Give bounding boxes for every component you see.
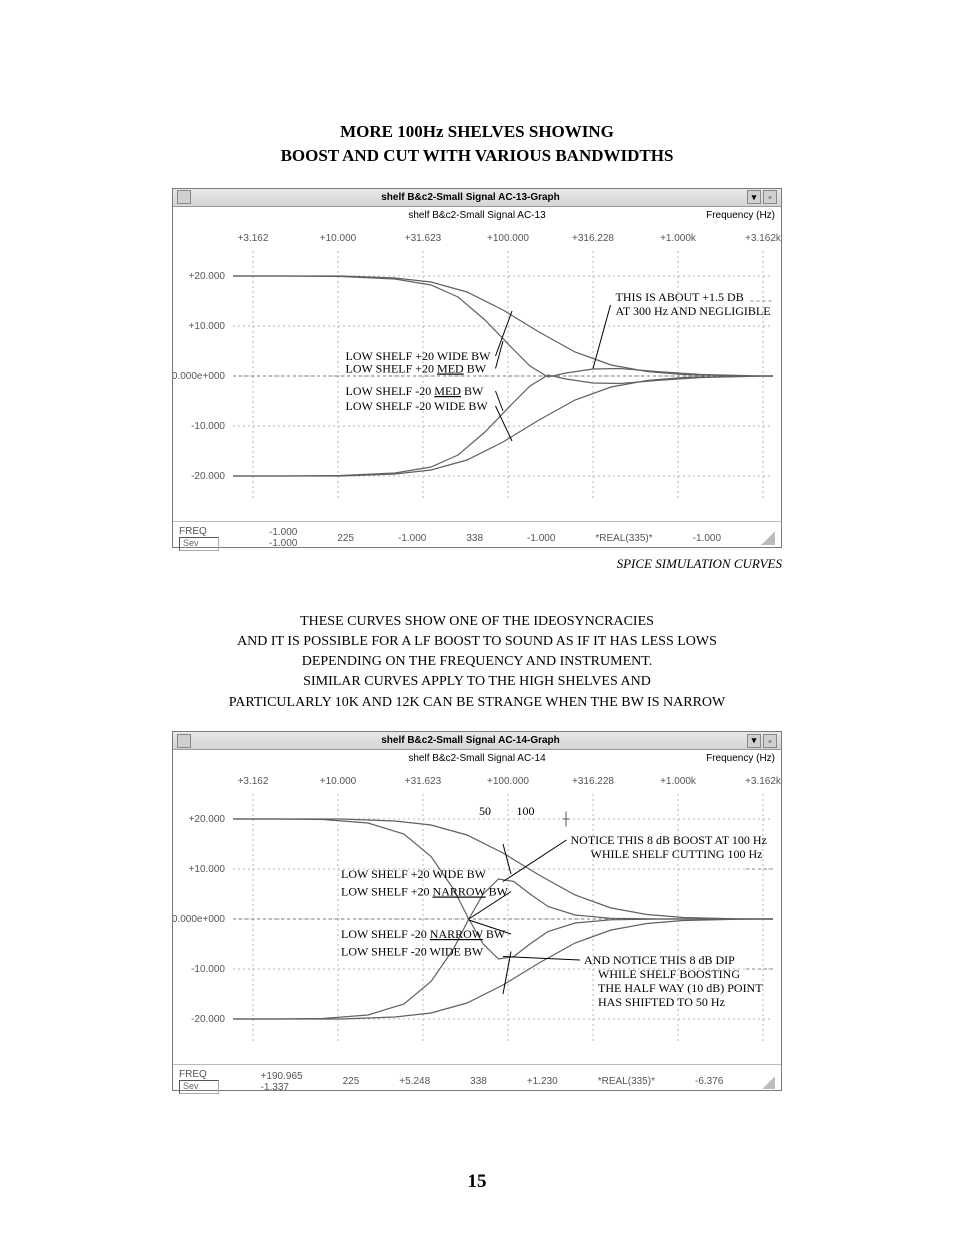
footer-cell: 225 xyxy=(343,1076,360,1087)
plot-area-2: shelf B&c2-Small Signal AC-14 Frequency … xyxy=(173,750,781,1090)
page-title: MORE 100Hz SHELVES SHOWING BOOST AND CUT… xyxy=(90,120,864,168)
svg-text:LOW SHELF -20 WIDE BW: LOW SHELF -20 WIDE BW xyxy=(341,945,484,959)
svg-text:-10.000: -10.000 xyxy=(191,964,225,975)
footer-cell: +5.248 xyxy=(399,1076,430,1087)
svg-text:50: 50 xyxy=(479,804,491,818)
window-icon xyxy=(177,734,191,748)
footer-cell: -1.000 xyxy=(398,533,426,544)
svg-text:+10.000: +10.000 xyxy=(320,776,357,787)
footer-cell: 338 xyxy=(466,533,487,544)
page-number: 15 xyxy=(90,1171,864,1193)
footer-cell: *REAL(335)* xyxy=(595,533,652,544)
svg-text:100: 100 xyxy=(517,804,535,818)
svg-text:AT 300 Hz AND NEGLIGIBLE: AT 300 Hz AND NEGLIGIBLE xyxy=(616,304,771,318)
svg-text:-10.000: -10.000 xyxy=(191,421,225,432)
svg-text:+10.000: +10.000 xyxy=(320,233,357,244)
plot-yunit-1: Frequency (Hz) xyxy=(706,210,775,221)
footer-row-2: FREQ Sev +190.965 -1.337 225 +5.248 338 … xyxy=(173,1064,781,1098)
footer-inset[interactable]: Sev xyxy=(179,537,219,551)
svg-text:+1.000k: +1.000k xyxy=(660,233,697,244)
svg-text:+3.162: +3.162 xyxy=(238,233,269,244)
plot-area-1: shelf B&c2-Small Signal AC-13 Frequency … xyxy=(173,207,781,547)
svg-text:+20.000: +20.000 xyxy=(189,814,226,825)
footer-cell: -1.000 xyxy=(527,533,555,544)
window-title-2: shelf B&c2-Small Signal AC-14-Graph xyxy=(195,735,746,746)
footer-label: FREQ xyxy=(179,526,229,537)
svg-text:+100.000: +100.000 xyxy=(487,776,529,787)
footer-cell: 338 xyxy=(470,1076,487,1087)
svg-text:+316.228: +316.228 xyxy=(572,776,614,787)
svg-text:+0.000e+000: +0.000e+000 xyxy=(173,371,225,382)
footer-cell: +1.230 xyxy=(527,1076,558,1087)
svg-text:+1.000k: +1.000k xyxy=(660,776,697,787)
titlebar-1: shelf B&c2-Small Signal AC-13-Graph ▾ ▫ xyxy=(173,189,781,207)
resize-corner-icon[interactable] xyxy=(763,1075,775,1089)
title-line-1: MORE 100Hz SHELVES SHOWING xyxy=(340,122,614,141)
svg-text:LOW SHELF -20 WIDE BW: LOW SHELF -20 WIDE BW xyxy=(346,399,489,413)
svg-text:+10.000: +10.000 xyxy=(189,864,226,875)
svg-text:LOW SHELF +20 MED BW: LOW SHELF +20 MED BW xyxy=(346,361,487,375)
svg-text:WHILE SHELF BOOSTING: WHILE SHELF BOOSTING xyxy=(598,967,740,981)
svg-text:LOW SHELF +20 NARROW BW: LOW SHELF +20 NARROW BW xyxy=(341,885,509,899)
svg-text:LOW SHELF -20 MED BW: LOW SHELF -20 MED BW xyxy=(346,384,484,398)
footer-row-1: FREQ Sev -1.000 -1.000 225 -1.000 338 -1… xyxy=(173,521,781,555)
resize-corner-icon[interactable] xyxy=(761,531,775,545)
svg-text:+3.162: +3.162 xyxy=(238,776,269,787)
svg-text:AND NOTICE THIS 8 dB DIP: AND NOTICE THIS 8 dB DIP xyxy=(584,953,735,967)
footer-cell: -1.000 xyxy=(269,538,297,549)
mid-line: AND IT IS POSSIBLE FOR A LF BOOST TO SOU… xyxy=(237,634,717,649)
svg-text:LOW SHELF +20 WIDE BW: LOW SHELF +20 WIDE BW xyxy=(341,867,487,881)
plot-yunit-2: Frequency (Hz) xyxy=(706,753,775,764)
graph-window-2: shelf B&c2-Small Signal AC-14-Graph ▾ ▫ … xyxy=(172,731,782,1091)
footer-label: FREQ xyxy=(179,1069,221,1080)
graph-window-1: shelf B&c2-Small Signal AC-13-Graph ▾ ▫ … xyxy=(172,188,782,548)
svg-text:-20.000: -20.000 xyxy=(191,471,225,482)
window-title-1: shelf B&c2-Small Signal AC-13-Graph xyxy=(195,192,746,203)
svg-text:+31.623: +31.623 xyxy=(405,233,442,244)
footer-cell: +190.965 xyxy=(261,1071,303,1082)
minimize-icon[interactable]: ▾ xyxy=(747,734,761,748)
mid-paragraph: THESE CURVES SHOW ONE OF THE IDEOSYNCRAC… xyxy=(90,612,864,713)
footer-cell: -1.000 xyxy=(269,527,297,538)
svg-text:+10.000: +10.000 xyxy=(189,321,226,332)
footer-cell: -1.337 xyxy=(261,1082,303,1093)
window-icon xyxy=(177,190,191,204)
svg-text:WHILE SHELF CUTTING 100 Hz: WHILE SHELF CUTTING 100 Hz xyxy=(591,847,763,861)
mid-line: DEPENDING ON THE FREQUENCY AND INSTRUMEN… xyxy=(302,654,653,669)
svg-text:LOW SHELF -20 NARROW BW: LOW SHELF -20 NARROW BW xyxy=(341,927,506,941)
caption-spice: SPICE SIMULATION CURVES xyxy=(172,556,782,572)
svg-text:+3.162k: +3.162k xyxy=(745,233,781,244)
svg-text:+3.162k: +3.162k xyxy=(745,776,781,787)
maximize-icon[interactable]: ▫ xyxy=(763,190,777,204)
titlebar-2: shelf B&c2-Small Signal AC-14-Graph ▾ ▫ xyxy=(173,732,781,750)
svg-text:THIS IS ABOUT +1.5 DB: THIS IS ABOUT +1.5 DB xyxy=(616,290,744,304)
footer-cell: -1.000 xyxy=(693,533,721,544)
svg-text:+31.623: +31.623 xyxy=(405,776,442,787)
mid-line: PARTICULARLY 10K AND 12K CAN BE STRANGE … xyxy=(229,695,725,710)
title-line-2: BOOST AND CUT WITH VARIOUS BANDWIDTHS xyxy=(281,146,674,165)
mid-line: THESE CURVES SHOW ONE OF THE IDEOSYNCRAC… xyxy=(300,614,654,629)
svg-text:NOTICE THIS 8 dB BOOST AT 100: NOTICE THIS 8 dB BOOST AT 100 Hz xyxy=(571,833,767,847)
chart-svg-2: +3.162 +10.000 +31.623 +100.000 +316.228 +1.0… xyxy=(173,764,781,1064)
svg-text:-20.000: -20.000 xyxy=(191,1014,225,1025)
mid-line: SIMILAR CURVES APPLY TO THE HIGH SHELVES… xyxy=(303,674,651,689)
footer-inset[interactable]: Sev xyxy=(179,1080,219,1094)
svg-text:THE HALF WAY (10 dB) POINT: THE HALF WAY (10 dB) POINT xyxy=(598,981,763,995)
footer-cell: *REAL(335)* xyxy=(598,1076,655,1087)
svg-text:+316.228: +316.228 xyxy=(572,233,614,244)
svg-text:+0.000e+000: +0.000e+000 xyxy=(173,914,225,925)
chart-svg-1: +3.162 +10.000 +31.623 +100.000 +316.228 +1.0… xyxy=(173,221,781,521)
plot-subtitle-1: shelf B&c2-Small Signal AC-13 xyxy=(173,207,781,221)
footer-cell: -6.376 xyxy=(695,1076,723,1087)
svg-text:HAS SHIFTED TO 50 Hz: HAS SHIFTED TO 50 Hz xyxy=(598,995,725,1009)
svg-text:+20.000: +20.000 xyxy=(189,271,226,282)
minimize-icon[interactable]: ▾ xyxy=(747,190,761,204)
maximize-icon[interactable]: ▫ xyxy=(763,734,777,748)
svg-text:+100.000: +100.000 xyxy=(487,233,529,244)
footer-cell: 225 xyxy=(337,533,358,544)
plot-subtitle-2: shelf B&c2-Small Signal AC-14 xyxy=(173,750,781,764)
